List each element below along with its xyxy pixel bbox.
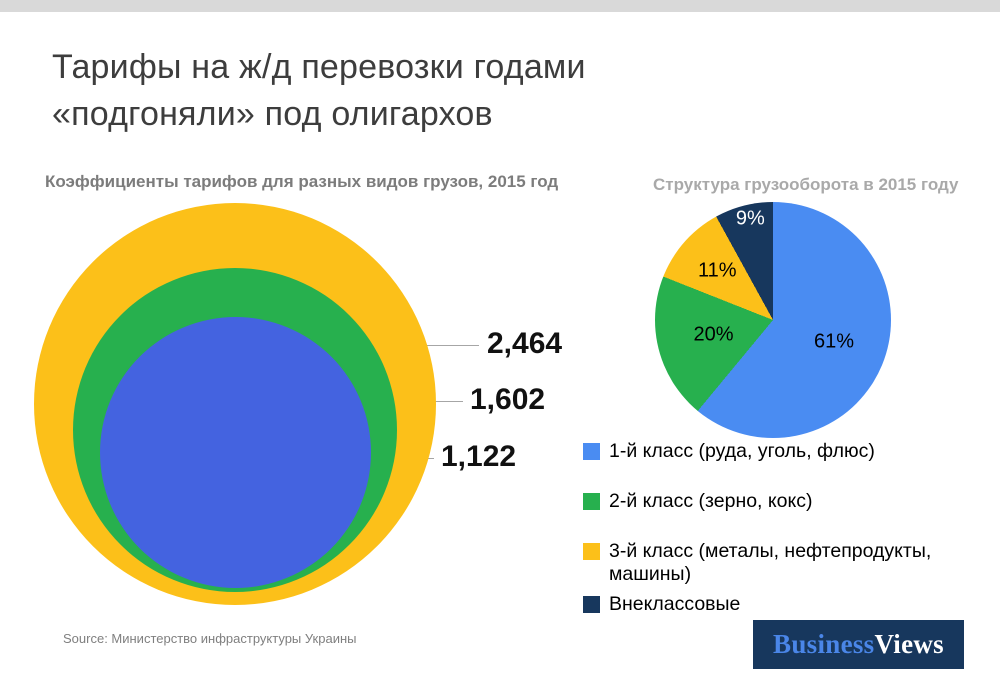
legend-item-4: Внеклассовые [583,593,975,616]
legend-label: 1-й класс (руда, уголь, флюс) [609,440,875,462]
pie-chart: 61% 20% 11% 9% [655,202,891,438]
bubble-value-1: 2,464 [487,327,563,360]
pie-slice-label-3: 11% [697,259,737,282]
legend-swatch-icon [583,443,600,460]
pie-legend: 1-й класс (руда, уголь, флюс) 2-й класс (… [583,440,975,643]
bubble-chart-title: Коэффициенты тарифов для разных видов гр… [45,172,559,191]
bubble-chart [25,197,445,605]
legend-label: 3-й класс (металы, нефтепродукты, машины… [609,540,932,585]
legend-item-2: 2-й класс (зерно, кокс) [583,490,975,513]
top-strip [0,0,1000,12]
page-title: Тарифы на ж/д перевозки годами «подгонял… [52,44,586,138]
legend-swatch-icon [583,543,600,560]
pie-slice-label-4: 9% [735,207,765,230]
pie-slice-label-2: 20% [693,323,734,346]
bubble-circle-3 [99,317,371,588]
legend-item-3: 3-й класс (металы, нефтепродукты, машины… [583,540,975,586]
bubble-value-3: 1,122 [441,440,517,473]
title-line-2: «подгоняли» под олигархов [52,95,493,133]
legend-swatch-icon [583,596,600,613]
legend-label: Внеклассовые [609,593,741,615]
pie-chart-title: Структура грузооборота в 2015 году [653,175,959,194]
logo: Business Views [753,620,964,669]
logo-views: Views [874,629,944,659]
legend-label: 2-й класс (зерно, кокс) [609,490,813,512]
legend-item-1: 1-й класс (руда, уголь, флюс) [583,440,975,463]
source-note: Source: Министерство инфраструктуры Укра… [63,631,357,646]
bubble-value-2: 1,602 [470,383,546,416]
pie-slice-label-1: 61% [814,330,855,353]
leader-line-1 [386,345,479,346]
legend-swatch-icon [583,493,600,510]
logo-business: Business [773,629,875,659]
title-line-1: Тарифы на ж/д перевозки годами [52,48,586,86]
